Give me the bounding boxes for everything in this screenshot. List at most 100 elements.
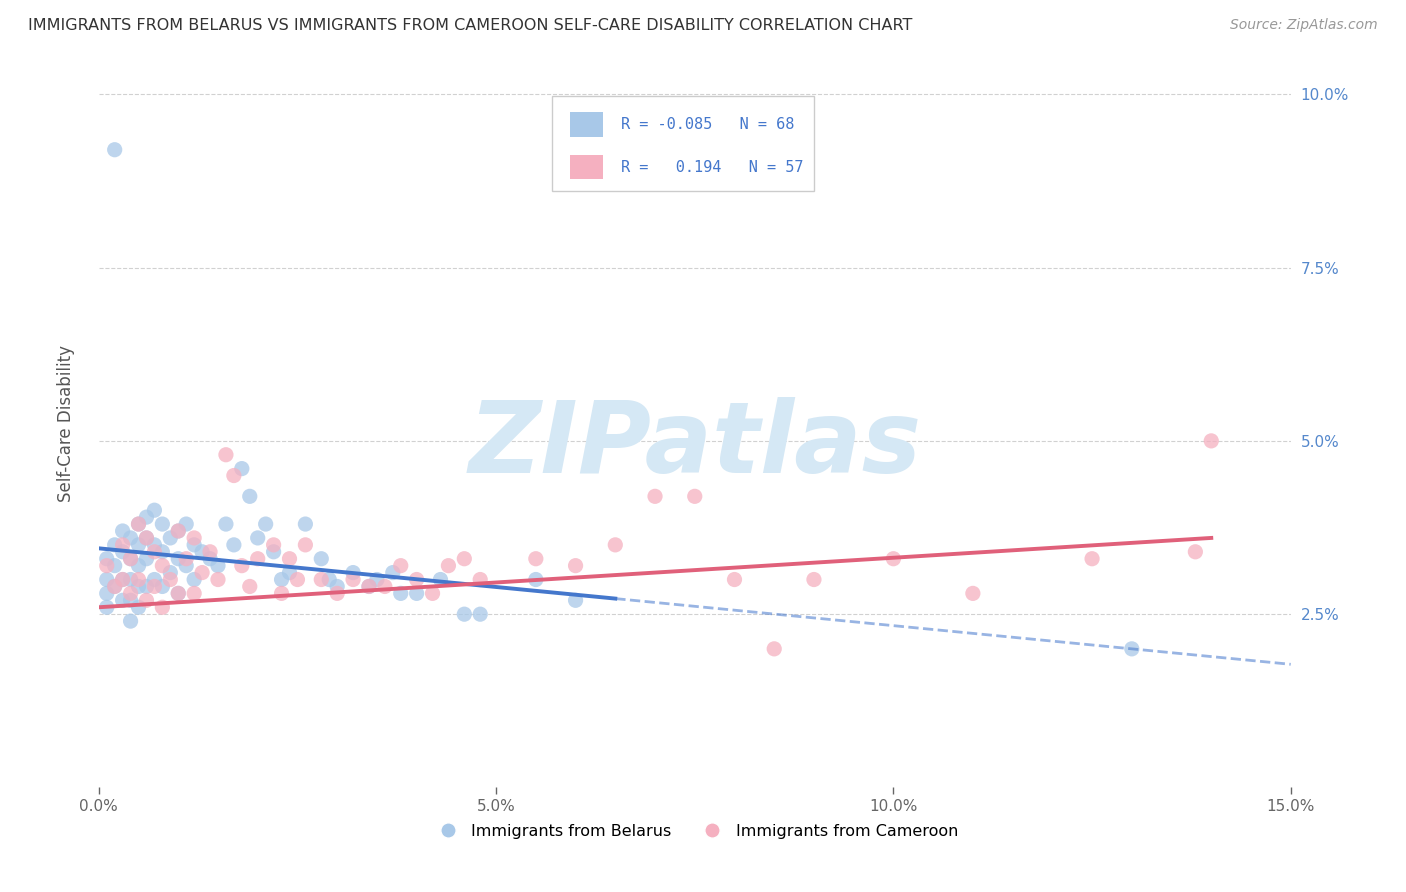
Point [198,545,221,559]
Point [222,468,245,483]
Point [128,558,150,573]
Point [128,600,150,615]
Point [104,558,127,573]
Point [96,551,118,566]
Point [270,573,292,587]
Point [111,593,134,607]
Point [326,579,349,593]
Point [167,586,190,600]
Point [135,531,157,545]
Point [120,614,142,628]
Point [143,573,166,587]
Point [191,566,214,580]
Point [1081,551,1104,566]
Point [104,538,127,552]
Point [143,545,166,559]
Point [128,579,150,593]
Point [159,531,181,545]
Point [159,573,181,587]
Point [120,573,142,587]
Point [405,573,427,587]
Point [96,573,118,587]
Point [128,517,150,532]
Point [374,579,396,593]
Point [120,586,142,600]
Point [763,641,786,656]
Point [120,593,142,607]
Text: Source: ZipAtlas.com: Source: ZipAtlas.com [1230,18,1378,32]
Point [135,593,157,607]
Point [120,551,142,566]
Legend: Immigrants from Belarus, Immigrants from Cameroon: Immigrants from Belarus, Immigrants from… [425,817,965,845]
Point [150,558,173,573]
Point [150,545,173,559]
Point [803,573,825,587]
Point [104,579,127,593]
Point [357,579,380,593]
Point [183,573,205,587]
Point [294,517,316,532]
Point [422,586,444,600]
Point [246,551,269,566]
Point [357,579,380,593]
Point [111,524,134,538]
Point [564,593,586,607]
Point [159,566,181,580]
Point [294,538,316,552]
Point [231,558,253,573]
Point [453,551,475,566]
Point [143,503,166,517]
Point [311,573,333,587]
Point [1184,545,1206,559]
Point [183,586,205,600]
Text: R =   0.194   N = 57: R = 0.194 N = 57 [621,160,803,175]
Point [429,573,451,587]
Point [524,573,547,587]
Point [389,558,412,573]
Point [183,538,205,552]
Point [96,600,118,615]
Point [326,586,349,600]
Point [111,545,134,559]
Point [231,461,253,475]
Point [120,531,142,545]
Point [96,586,118,600]
Point [723,573,745,587]
FancyBboxPatch shape [551,96,814,191]
Point [128,517,150,532]
Point [174,551,197,566]
Point [215,517,238,532]
Point [381,566,404,580]
FancyBboxPatch shape [569,155,603,179]
Point [207,573,229,587]
FancyBboxPatch shape [569,112,603,136]
Point [470,607,492,622]
Point [342,573,364,587]
Text: IMMIGRANTS FROM BELARUS VS IMMIGRANTS FROM CAMEROON SELF-CARE DISABILITY CORRELA: IMMIGRANTS FROM BELARUS VS IMMIGRANTS FR… [28,18,912,33]
Point [366,573,388,587]
Point [318,573,340,587]
Point [128,573,150,587]
Point [405,586,427,600]
Point [167,524,190,538]
Point [389,586,412,600]
Point [215,448,238,462]
Point [278,551,301,566]
Point [278,566,301,580]
Point [191,545,214,559]
Point [111,573,134,587]
Point [207,558,229,573]
Point [150,579,173,593]
Point [120,551,142,566]
Point [143,538,166,552]
Point [254,517,277,532]
Point [263,545,285,559]
Text: ZIPatlas: ZIPatlas [468,397,921,494]
Point [524,551,547,566]
Point [198,551,221,566]
Point [1199,434,1222,448]
Point [470,573,492,587]
Point [135,531,157,545]
Point [111,573,134,587]
Point [150,600,173,615]
